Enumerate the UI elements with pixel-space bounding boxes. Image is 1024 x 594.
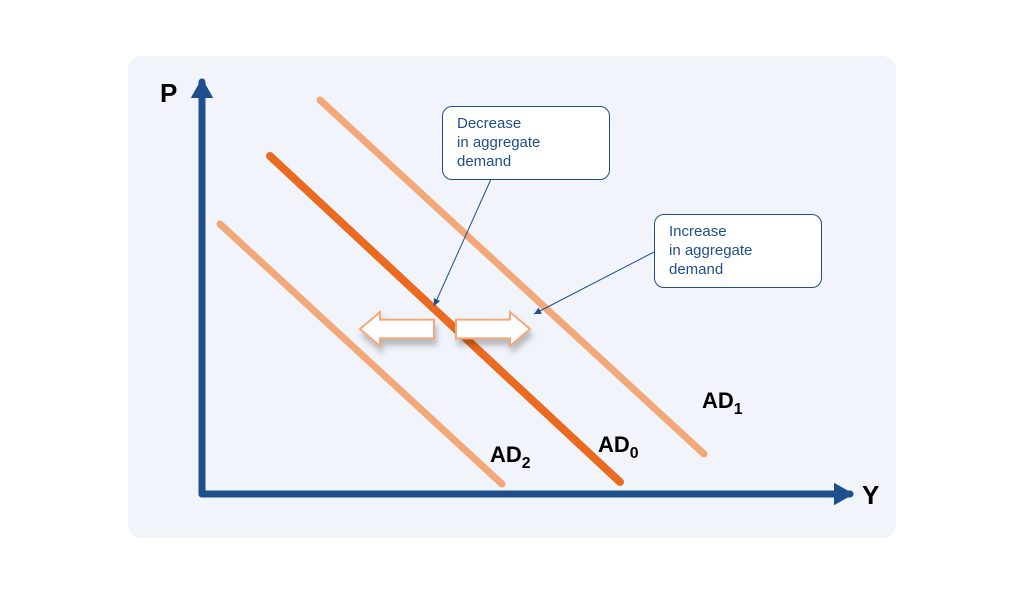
y-axis-label: P bbox=[160, 78, 177, 109]
callout-increase: Increase in aggregate demand bbox=[654, 214, 822, 288]
x-axis-label: Y bbox=[862, 480, 879, 511]
callout-decrease: Decrease in aggregate demand bbox=[442, 106, 610, 180]
curve-label-ad0: AD0 bbox=[598, 432, 639, 462]
curve-label-ad2: AD2 bbox=[490, 442, 531, 472]
curve-label-ad1: AD1 bbox=[702, 388, 743, 418]
